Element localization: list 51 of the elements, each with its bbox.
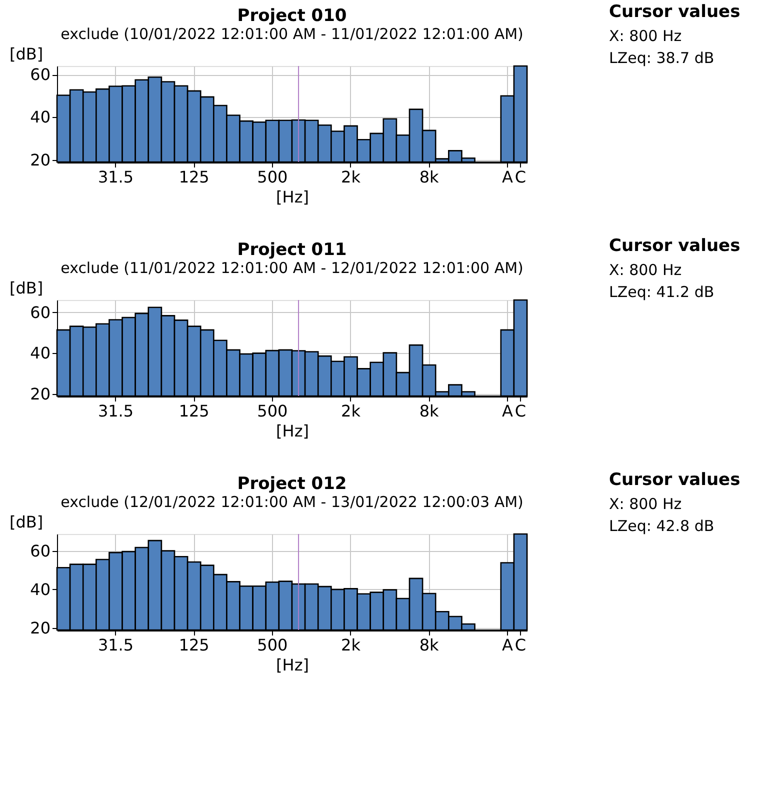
- y-tick-label: 40: [30, 580, 50, 599]
- text: Cursor values: [609, 470, 740, 490]
- x-tick-label: 8k: [419, 636, 440, 654]
- text: X: 800 Hz: [609, 27, 682, 45]
- y-tick-label: 60: [30, 302, 50, 322]
- chart-subtitle: exclude (10/01/2022 12:01:00 AM - 11/01/2022 12:01:00 AM): [60, 25, 524, 43]
- x-tick-label: C: [514, 168, 526, 186]
- x-tick-label: 31.5: [98, 168, 134, 186]
- chart-subtitle: exclude (11/01/2022 12:01:00 AM - 12/01/2022 12:01:00 AM): [60, 259, 524, 277]
- y-axis-title: [dB]: [10, 44, 44, 64]
- y-tick-label: 20: [30, 384, 50, 404]
- text: X: 800 Hz: [609, 261, 682, 279]
- x-tick-label: 500: [257, 402, 288, 420]
- y-tick-label: 40: [30, 344, 50, 363]
- x-tick-label: 31.5: [98, 636, 134, 654]
- chart-title: Project 011: [237, 240, 347, 260]
- x-tick-label: C: [514, 402, 526, 420]
- y-tick-label: 40: [30, 108, 50, 127]
- y-axis-title: [dB]: [10, 512, 44, 532]
- x-tick-label: C: [514, 636, 526, 654]
- x-tick-label: 125: [178, 636, 210, 654]
- x-tick-label: A: [502, 168, 513, 186]
- text: Cursor values: [609, 2, 740, 22]
- x-axis-title: [Hz]: [276, 656, 309, 674]
- x-tick-label: 8k: [419, 402, 440, 420]
- text: Cursor values: [609, 236, 740, 256]
- y-tick-label: 60: [30, 541, 50, 560]
- x-axis-title: [Hz]: [276, 422, 309, 440]
- x-tick-label: 125: [178, 402, 210, 420]
- x-tick-label: 500: [257, 636, 288, 654]
- text: X: 800 Hz: [609, 495, 682, 513]
- x-tick-label: A: [502, 636, 513, 654]
- text: LZeq: 38.7 dB: [609, 49, 714, 67]
- y-axis-title: [dB]: [10, 278, 44, 298]
- chart-title: Project 012: [237, 474, 347, 494]
- y-tick-label: 20: [30, 150, 50, 170]
- text: LZeq: 41.2 dB: [609, 283, 714, 301]
- x-tick-label: A: [502, 402, 513, 420]
- chart-subtitle: exclude (12/01/2022 12:01:00 AM - 13/01/2022 12:00:03 AM): [60, 493, 524, 511]
- text: LZeq: 42.8 dB: [609, 517, 714, 535]
- x-tick-label: 125: [178, 168, 210, 186]
- x-tick-label: 2k: [341, 636, 362, 654]
- chart-title: Project 010: [237, 6, 347, 26]
- x-tick-label: 31.5: [98, 402, 134, 420]
- x-tick-label: 8k: [419, 168, 440, 186]
- y-tick-label: 60: [30, 65, 50, 84]
- x-tick-label: 2k: [341, 402, 362, 420]
- x-axis-title: [Hz]: [276, 188, 309, 206]
- y-tick-label: 20: [30, 618, 50, 638]
- x-tick-label: 500: [257, 168, 288, 186]
- x-tick-label: 2k: [341, 168, 362, 186]
